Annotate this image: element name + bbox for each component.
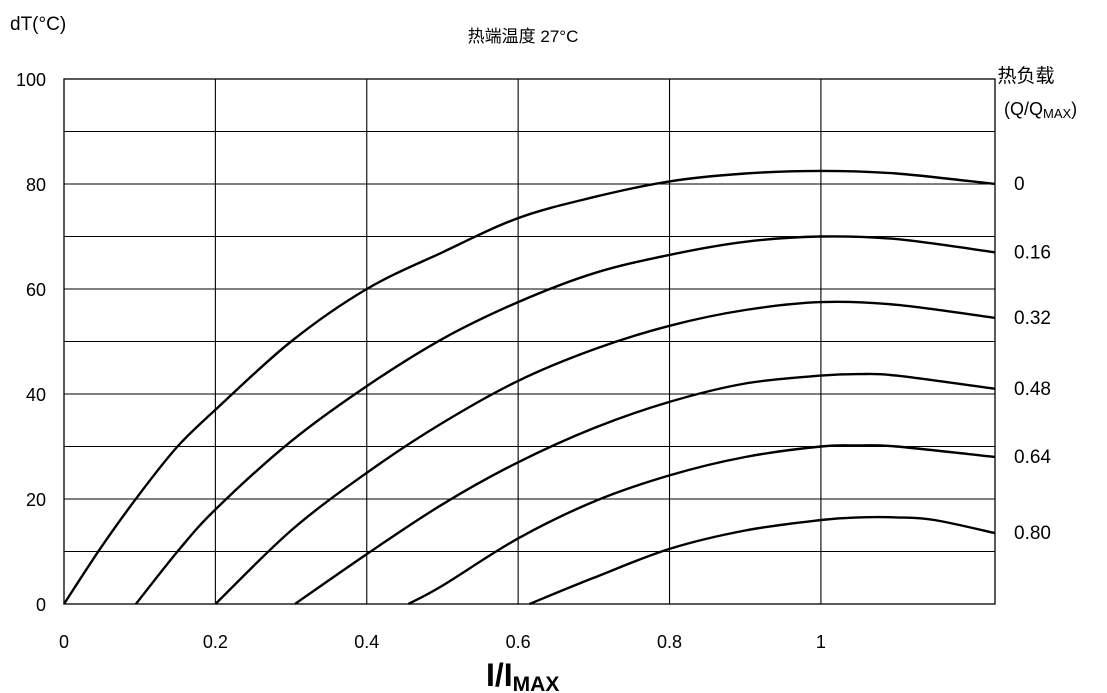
x-axis-label-main: I/I: [486, 657, 513, 693]
y-tick-label: 40: [26, 385, 46, 405]
legend-title-line2-sub: MAX: [1043, 106, 1072, 121]
legend-title-line2: (Q/QMAX): [1004, 99, 1077, 121]
series-line-0.32: [214, 300, 996, 605]
y-tick-label: 0: [36, 595, 46, 615]
series-label-0.16: 0.16: [1014, 242, 1051, 263]
series-label-0.32: 0.32: [1014, 308, 1051, 329]
series-label-0.64: 0.64: [1014, 447, 1051, 468]
y-tick-label: 100: [16, 70, 46, 90]
x-tick-label: 0.6: [506, 632, 531, 652]
x-tick-label: 0.8: [657, 632, 682, 652]
x-axis-label: I/IMAX: [486, 657, 559, 693]
y-axis-label: dT(°C): [10, 14, 66, 35]
x-axis-label-sub: MAX: [513, 673, 560, 693]
x-tick-label: 0.2: [203, 632, 228, 652]
series-line-0.48: [294, 372, 996, 605]
legend-title-line2-main: (Q/Q: [1004, 99, 1043, 119]
grid: [64, 79, 995, 604]
y-tick-labels: 0 20 40 60 80 100: [16, 70, 46, 615]
series-line-0.16: [134, 235, 996, 605]
legend-title-line1: 热负载: [997, 65, 1054, 87]
y-tick-label: 20: [26, 490, 46, 510]
series-line-0: [62, 169, 996, 605]
series-line-0.64: [407, 444, 996, 606]
series-label-0: 0: [1014, 174, 1025, 195]
x-tick-label: 1: [816, 632, 826, 652]
y-tick-label: 80: [26, 175, 46, 195]
series-label-0.80: 0.80: [1014, 523, 1051, 544]
x-tick-label: 0.4: [354, 632, 379, 652]
series-label-0.48: 0.48: [1014, 379, 1051, 400]
series-labels: 0 0.16 0.32 0.48 0.64 0.80: [1014, 174, 1051, 544]
chart-title: 热端温度 27°C: [468, 27, 579, 46]
x-tick-label: 0: [59, 632, 69, 652]
series-lines: [62, 169, 996, 606]
x-tick-labels: 0 0.2 0.4 0.6 0.8 1: [59, 632, 826, 652]
legend-title-line2-end: ): [1071, 99, 1077, 119]
y-tick-label: 60: [26, 280, 46, 300]
series-line-0.80: [529, 515, 996, 606]
